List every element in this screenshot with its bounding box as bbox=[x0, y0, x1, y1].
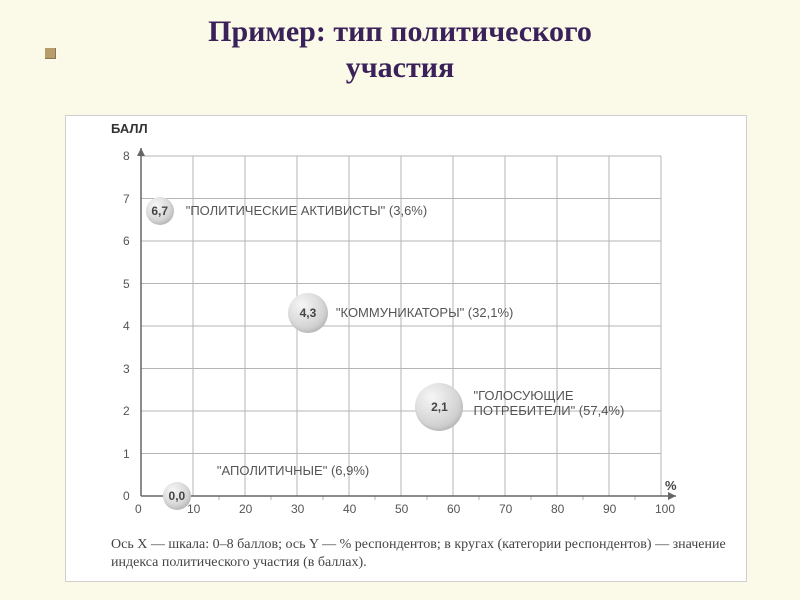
title-line-2: участия bbox=[346, 51, 455, 84]
x-tick-label: 80 bbox=[551, 502, 564, 516]
x-tick-label: 50 bbox=[395, 502, 408, 516]
bubble-label-activists: "ПОЛИТИЧЕСКИЕ АКТИВИСТЫ" (3,6%) bbox=[186, 203, 427, 218]
figure-area: БАЛЛ 0 10 20 30 40 50 60 70 80 90 100 0 1 2 3 4 5 6 7 8% 6,7… bbox=[65, 115, 747, 582]
bubble-label-voters: "ГОЛОСУЮЩИЕПОТРЕБИТЕЛИ" (57,4%) bbox=[473, 389, 624, 419]
x-tick-label: 70 bbox=[499, 502, 512, 516]
page-title: Пример: тип политического участия bbox=[0, 0, 800, 86]
y-tick-label: 1 bbox=[123, 447, 135, 461]
bubble-chart: 0 10 20 30 40 50 60 70 80 90 100 0 1 2 3 4 5 6 7 8% 6,7 "ПОЛИ… bbox=[116, 141, 706, 521]
bubble-activists: 6,7 bbox=[146, 197, 174, 225]
bubble-apolitical: 0,0 bbox=[163, 482, 191, 510]
slide: Пример: тип политического участия БАЛЛ 0… bbox=[0, 0, 800, 600]
y-axis-label: БАЛЛ bbox=[111, 121, 148, 136]
x-tick-label: 10 bbox=[187, 502, 200, 516]
bubble-voters: 2,1 bbox=[415, 383, 463, 431]
x-tick-label: 20 bbox=[239, 502, 252, 516]
y-tick-label: 5 bbox=[123, 277, 135, 291]
bubble-communicators: 4,3 bbox=[288, 293, 328, 333]
title-line-1: Пример: тип политического bbox=[208, 15, 592, 48]
x-axis-end-label: % bbox=[665, 478, 677, 493]
chart-caption: Ось X — шкала: 0–8 баллов; ось Y — % рес… bbox=[111, 536, 726, 571]
y-tick-label: 2 bbox=[123, 404, 135, 418]
x-tick-label: 0 bbox=[135, 502, 142, 516]
y-tick-label: 6 bbox=[123, 234, 135, 248]
bubble-label-apolitical: "АПОЛИТИЧНЫЕ" (6,9%) bbox=[217, 463, 369, 478]
x-tick-label: 30 bbox=[291, 502, 304, 516]
x-tick-label: 40 bbox=[343, 502, 356, 516]
y-tick-label: 4 bbox=[123, 319, 135, 333]
x-tick-label: 100 bbox=[655, 502, 675, 516]
bubble-label-communicators: "КОММУНИКАТОРЫ" (32,1%) bbox=[336, 305, 513, 320]
y-tick-label: 7 bbox=[123, 192, 135, 206]
y-tick-label: 3 bbox=[123, 362, 135, 376]
y-tick-label: 8 bbox=[123, 149, 135, 163]
y-tick-label: 0 bbox=[123, 489, 135, 503]
chart-grid bbox=[116, 141, 701, 526]
x-tick-label: 90 bbox=[603, 502, 616, 516]
x-tick-label: 60 bbox=[447, 502, 460, 516]
bullet-square bbox=[45, 48, 56, 59]
